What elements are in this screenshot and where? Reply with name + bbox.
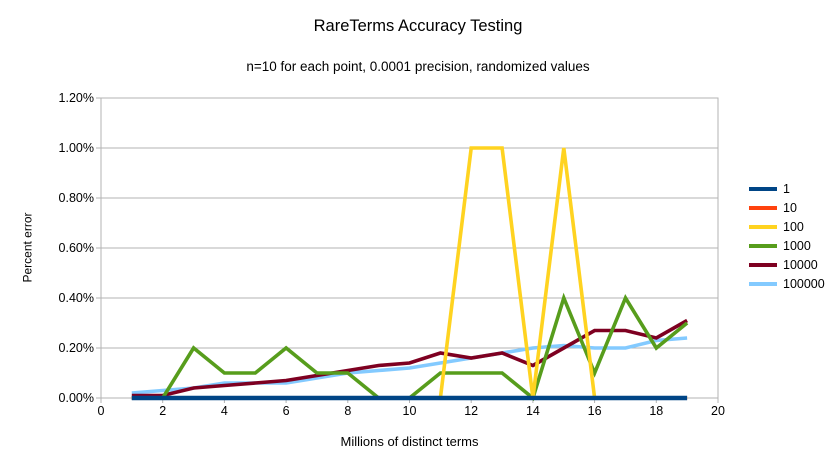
series-line-10000: [131, 318, 688, 398]
legend-item: 100000: [749, 274, 825, 293]
x-axis-title: Millions of distinct terms: [340, 434, 479, 449]
series-line-100000: [131, 336, 688, 395]
x-tick-label: 8: [344, 404, 352, 418]
x-tick-label: 10: [402, 404, 417, 418]
legend-item: 100: [749, 217, 825, 236]
legend-swatch-icon: [749, 243, 777, 248]
y-tick-label: 1.20%: [58, 90, 94, 105]
legend-swatch-icon: [749, 224, 777, 229]
legend-label: 1: [783, 181, 790, 196]
y-tick-label: 1.00%: [58, 140, 94, 155]
legend-item: 1000: [749, 236, 825, 255]
y-tick-label: 0.60%: [58, 240, 94, 255]
legend-swatch-icon: [749, 205, 777, 210]
legend-label: 100000: [783, 276, 825, 291]
legend-label: 1000: [783, 238, 811, 253]
x-tick-label: 4: [220, 404, 228, 418]
y-tick-label: 0.80%: [58, 190, 94, 205]
legend-item: 1: [749, 179, 825, 198]
legend-label: 10000: [783, 257, 818, 272]
x-tick-label: 0: [97, 404, 105, 418]
legend-swatch-icon: [749, 281, 777, 286]
legend-swatch-icon: [749, 186, 777, 191]
x-tick-label: 16: [587, 404, 602, 418]
chart-subtitle: n=10 for each point, 0.0001 precision, r…: [246, 59, 590, 74]
legend-label: 100: [783, 219, 804, 234]
x-tick-label: 14: [525, 404, 540, 418]
x-tick-label: 6: [282, 404, 290, 418]
y-tick-label: 0.20%: [58, 340, 94, 355]
legend-item: 10: [749, 198, 825, 217]
series-line-100: [131, 146, 688, 400]
x-tick-label: 12: [464, 404, 479, 418]
y-tick-label: 0.40%: [58, 290, 94, 305]
x-tick-label: 18: [649, 404, 664, 418]
legend-label: 10: [783, 200, 797, 215]
legend-swatch-icon: [749, 262, 777, 267]
x-tick-label: 2: [159, 404, 167, 418]
x-tick-label: 20: [711, 404, 725, 418]
y-tick-label: 0.00%: [58, 390, 94, 405]
legend: 1 10 100 1000 10000 100000: [749, 179, 825, 293]
legend-item: 10000: [749, 255, 825, 274]
chart-title: RareTerms Accuracy Testing: [313, 17, 523, 35]
